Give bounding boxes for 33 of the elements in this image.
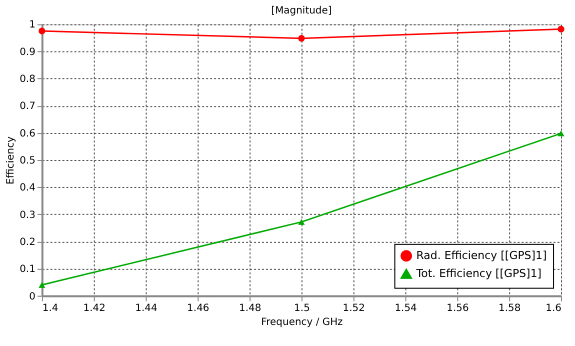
- y-tick-label: 0.6: [20, 128, 36, 140]
- x-tick-label: 1.52: [342, 303, 365, 314]
- point: [558, 26, 564, 32]
- y-tick-label: 0.3: [20, 210, 36, 221]
- y-axis-title: Efficiency: [6, 136, 17, 185]
- point: [38, 28, 46, 34]
- x-tick-label: 1.56: [446, 303, 469, 314]
- legend-label: Rad. Efficiency [[GPS]1]: [416, 248, 547, 262]
- y-tick-label: 0.5: [20, 156, 36, 167]
- x-tick-label: 1.4: [42, 303, 58, 314]
- point: [298, 35, 305, 42]
- y-tick-label: 0.9: [20, 46, 36, 58]
- chart-title: [Magnitude]: [271, 5, 332, 16]
- y-tick-label: 0.1: [20, 264, 36, 276]
- x-tick-label: 1.42: [83, 303, 106, 314]
- x-tick-label: 1.48: [238, 303, 262, 314]
- y-tick-label: 0: [29, 291, 36, 302]
- y-tick-label: 1: [29, 20, 36, 31]
- x-tick-label: 1.5: [294, 303, 310, 314]
- point: [38, 282, 46, 288]
- legend-label: Tot. Efficiency [[GPS]1]: [415, 266, 542, 280]
- y-tick-label: 0.4: [20, 182, 36, 194]
- y-tick-label: 0.8: [20, 74, 36, 86]
- x-axis-title: Frequency / GHz: [261, 317, 343, 328]
- y-tick-label: 0.2: [20, 236, 36, 248]
- point: [558, 130, 564, 136]
- x-tick-label: 1.46: [187, 303, 210, 314]
- point: [298, 219, 305, 225]
- x-tick-label: 1.44: [135, 303, 158, 314]
- x-tick-label: 1.58: [498, 303, 521, 314]
- x-tick-label: 1.54: [394, 303, 417, 314]
- x-tick-label: 1.6: [546, 303, 562, 314]
- y-tick-label: 0.7: [20, 101, 36, 112]
